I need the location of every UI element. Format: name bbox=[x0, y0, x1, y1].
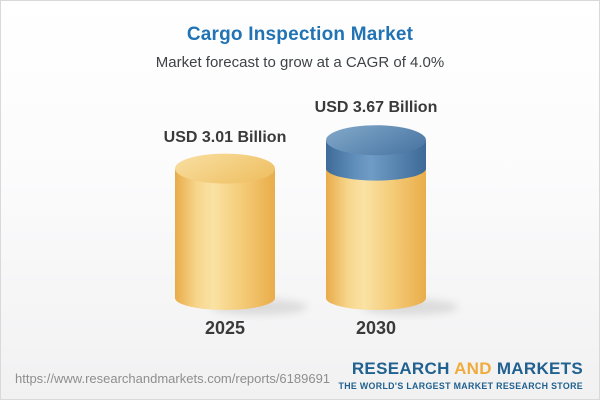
category-label-2030: 2030 bbox=[355, 318, 397, 338]
research-and-markets-logo: RESEARCH AND MARKETS THE WORLD'S LARGEST… bbox=[338, 359, 583, 391]
logo-word-research: RESEARCH bbox=[351, 359, 450, 378]
report-url: https://www.researchandmarkets.com/repor… bbox=[15, 371, 331, 386]
value-label-2025: USD 3.01 Billion bbox=[163, 129, 287, 146]
logo-wordmark: RESEARCH AND MARKETS bbox=[338, 359, 583, 379]
category-label-2025: 2025 bbox=[204, 318, 246, 338]
logo-tagline: THE WORLD'S LARGEST MARKET RESEARCH STOR… bbox=[338, 381, 583, 391]
logo-word-markets: MARKETS bbox=[496, 359, 583, 378]
chart-subtitle: Market forecast to grow at a CAGR of 4.0… bbox=[155, 54, 445, 71]
logo-word-and: AND bbox=[454, 359, 492, 378]
value-label-2030: USD 3.67 Billion bbox=[314, 99, 438, 116]
chart-title: Cargo Inspection Market bbox=[186, 24, 414, 45]
